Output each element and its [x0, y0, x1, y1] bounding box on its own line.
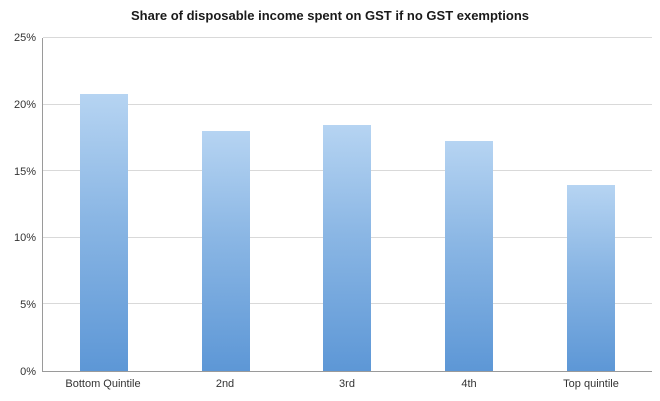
plot-area	[42, 37, 652, 372]
y-axis-tick-label: 15%	[13, 165, 36, 178]
y-axis-tick-label: 10%	[13, 232, 36, 245]
chart-title: Share of disposable income spent on GST …	[130, 8, 529, 23]
y-axis-tick-label: 25%	[13, 32, 36, 44]
y-axis-tick-label: 20%	[13, 98, 36, 111]
bar	[445, 140, 494, 371]
bar	[79, 93, 128, 371]
y-axis-tick-label: 0%	[20, 366, 36, 378]
x-axis-category-label: 3rd	[339, 378, 355, 390]
x-axis: Bottom Quintile 2nd 3rd 4th Top quintile	[42, 376, 652, 396]
bar-slot	[165, 38, 287, 371]
bar-slot	[287, 38, 409, 371]
bar	[201, 131, 250, 371]
bar	[567, 184, 616, 371]
bar-slot	[530, 38, 652, 371]
bar-slot	[408, 38, 530, 371]
x-axis-category-label: Bottom Quintile	[65, 378, 141, 390]
y-axis-tick-label: 5%	[20, 299, 36, 312]
x-axis-category-label: Top quintile	[563, 378, 619, 390]
y-axis: 0% 5% 10% 15% 20% 25%	[0, 32, 36, 378]
bar-slot	[43, 38, 165, 371]
gridline	[43, 37, 652, 38]
x-axis-category-label: 4th	[461, 378, 477, 390]
gridline	[43, 103, 652, 105]
x-axis-category-label: 2nd	[215, 378, 235, 390]
bar	[323, 124, 372, 371]
